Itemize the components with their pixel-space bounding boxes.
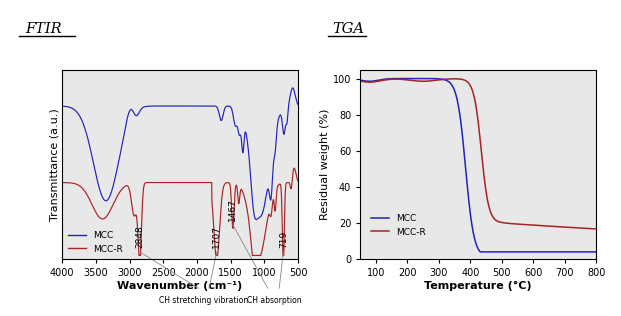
MCC-R: [294, 179, 302, 183]
Line: MCC: MCC: [62, 88, 298, 220]
MCC-R: [252, 253, 260, 257]
X-axis label: Temperature (°C): Temperature (°C): [424, 281, 532, 291]
MCC-R: [58, 181, 66, 185]
MCC-R: [586, 227, 593, 230]
MCC: [406, 77, 413, 81]
MCC-R: [368, 80, 376, 84]
MCC: [586, 250, 593, 254]
Text: TGA: TGA: [332, 22, 365, 36]
MCC-R: [451, 77, 458, 81]
MCC-R: [592, 227, 600, 231]
MCC: [289, 86, 296, 90]
MCC-R: [235, 199, 242, 203]
MCC-R: [542, 224, 550, 228]
Text: CH stretching vibration: CH stretching vibration: [159, 295, 248, 305]
MCC-R: [291, 166, 298, 170]
MCC: [101, 198, 109, 202]
MCC: [253, 218, 260, 222]
MCC: [294, 103, 302, 106]
MCC: [356, 78, 364, 82]
Text: 1707: 1707: [212, 225, 221, 248]
MCC-R: [135, 253, 143, 257]
MCC-R: [212, 252, 219, 256]
Line: MCC: MCC: [360, 79, 596, 252]
Text: CH absorption: CH absorption: [247, 295, 302, 305]
Line: MCC-R: MCC-R: [360, 79, 596, 229]
MCC-R: [471, 99, 479, 103]
MCC: [476, 250, 484, 254]
MCC-R: [465, 82, 473, 85]
Legend: MCC, MCC-R: MCC, MCC-R: [367, 210, 430, 240]
MCC: [471, 239, 479, 242]
MCC: [212, 104, 219, 108]
MCC-R: [101, 216, 109, 220]
MCC: [58, 104, 66, 108]
Line: MCC-R: MCC-R: [62, 168, 298, 255]
Text: 1467: 1467: [229, 198, 237, 221]
MCC: [200, 104, 207, 108]
MCC: [252, 218, 260, 222]
Text: FTIR: FTIR: [25, 22, 61, 36]
Legend: MCC, MCC-R: MCC, MCC-R: [65, 228, 127, 257]
MCC-R: [200, 181, 207, 185]
X-axis label: Wavenumber (cm⁻¹): Wavenumber (cm⁻¹): [117, 281, 243, 291]
MCC: [465, 198, 473, 202]
Text: 2848: 2848: [135, 225, 144, 248]
MCC-R: [148, 181, 156, 185]
MCC-R: [356, 79, 364, 83]
MCC: [148, 104, 156, 108]
Text: 719: 719: [279, 231, 288, 248]
Y-axis label: Residual weight (%): Residual weight (%): [320, 109, 330, 220]
MCC: [586, 250, 593, 254]
Y-axis label: Transmittance (a.u.): Transmittance (a.u.): [49, 108, 60, 221]
MCC: [368, 79, 376, 83]
MCC: [592, 250, 600, 254]
MCC: [235, 129, 242, 133]
MCC-R: [586, 227, 593, 230]
MCC: [543, 250, 550, 254]
